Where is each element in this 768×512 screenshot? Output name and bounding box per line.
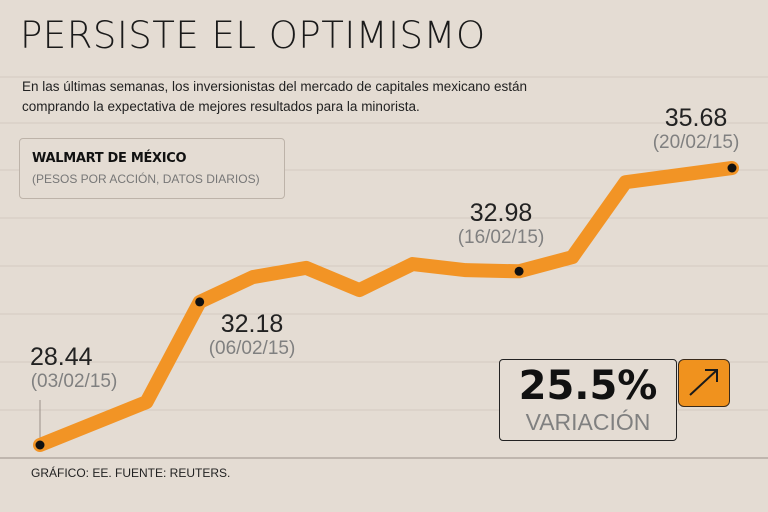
data-point-marker (514, 266, 524, 276)
data-label-date: (16/02/15) (457, 227, 545, 248)
series-line (33, 161, 739, 452)
data-point-marker (35, 440, 45, 450)
variation-label: VARIACIÓN (525, 409, 651, 435)
page-title: PERSISTE EL OPTIMISMO (20, 14, 486, 57)
source-note: GRÁFICO: EE. FUENTE: REUTERS. (31, 466, 231, 480)
data-point-marker (195, 297, 205, 307)
data-label-value: 35.68 (664, 104, 728, 132)
legend-units: (PESOS POR ACCIÓN, DATOS DIARIOS) (32, 172, 260, 186)
data-label-1: 32.18 (06/02/15) (196, 310, 308, 360)
data-label-date: (03/02/15) (30, 371, 118, 392)
data-label-3: 35.68 (20/02/15) (640, 104, 752, 154)
data-label-value: 28.44 (30, 343, 93, 371)
legend-box: WALMART DE MÉXICO (PESOS POR ACCIÓN, DAT… (19, 138, 285, 199)
data-label-value: 32.18 (220, 310, 284, 338)
data-label-value: 32.98 (469, 199, 533, 227)
data-label-date: (06/02/15) (208, 338, 296, 359)
data-point-marker (727, 163, 737, 173)
data-label-2: 32.98 (16/02/15) (445, 199, 557, 249)
variation-value: 25.5% (518, 363, 658, 409)
data-label-date: (20/02/15) (652, 132, 740, 153)
legend-series-name: WALMART DE MÉXICO (32, 151, 187, 166)
variation-box: 25.5% VARIACIÓN (499, 359, 677, 441)
subtitle: En las últimas semanas, los inversionist… (22, 79, 527, 114)
arrow-up-right-icon (678, 359, 730, 407)
data-label-0: 28.44 (03/02/15) (18, 343, 130, 393)
